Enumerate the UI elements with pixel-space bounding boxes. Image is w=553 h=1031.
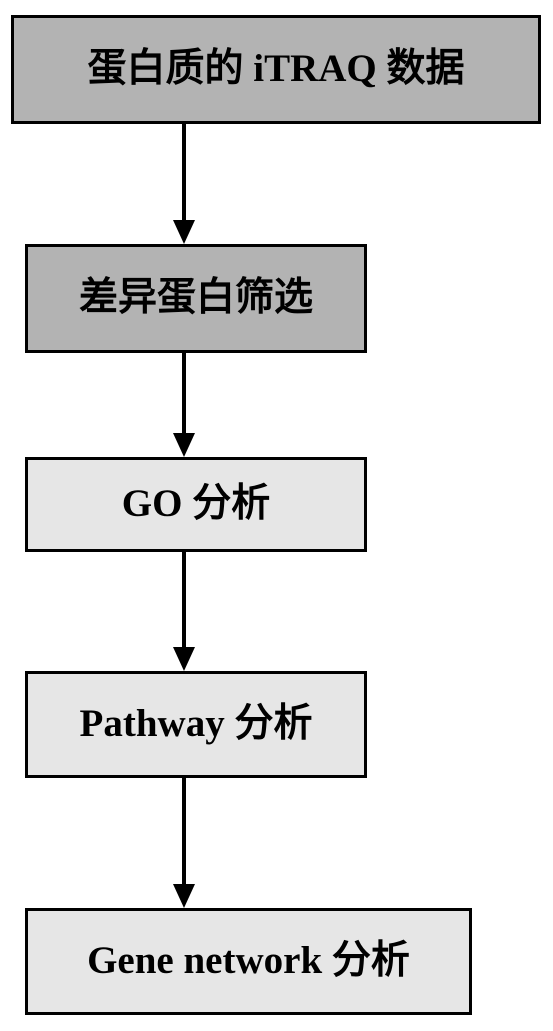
flow-node-go-analysis: GO 分析	[25, 457, 367, 552]
flow-arrow	[171, 552, 197, 671]
flow-node-diff-protein: 差异蛋白筛选	[25, 244, 367, 353]
flow-arrow	[171, 353, 197, 457]
flow-node-pathway-analysis: Pathway 分析	[25, 671, 367, 778]
flow-node-label: GO 分析	[122, 482, 270, 527]
flow-node-gene-network: Gene network 分析	[25, 908, 472, 1015]
flow-node-label: Pathway 分析	[80, 702, 313, 747]
flowchart-canvas: 蛋白质的 iTRAQ 数据 差异蛋白筛选 GO 分析 Pathway 分析 Ge…	[0, 0, 553, 1031]
flow-node-label: 蛋白质的 iTRAQ 数据	[87, 47, 464, 92]
flow-arrow	[171, 124, 197, 244]
flow-node-label: Gene network 分析	[87, 939, 410, 984]
flow-arrow	[171, 778, 197, 908]
flow-node-itraq-data: 蛋白质的 iTRAQ 数据	[11, 15, 541, 124]
flow-node-label: 差异蛋白筛选	[79, 276, 313, 321]
